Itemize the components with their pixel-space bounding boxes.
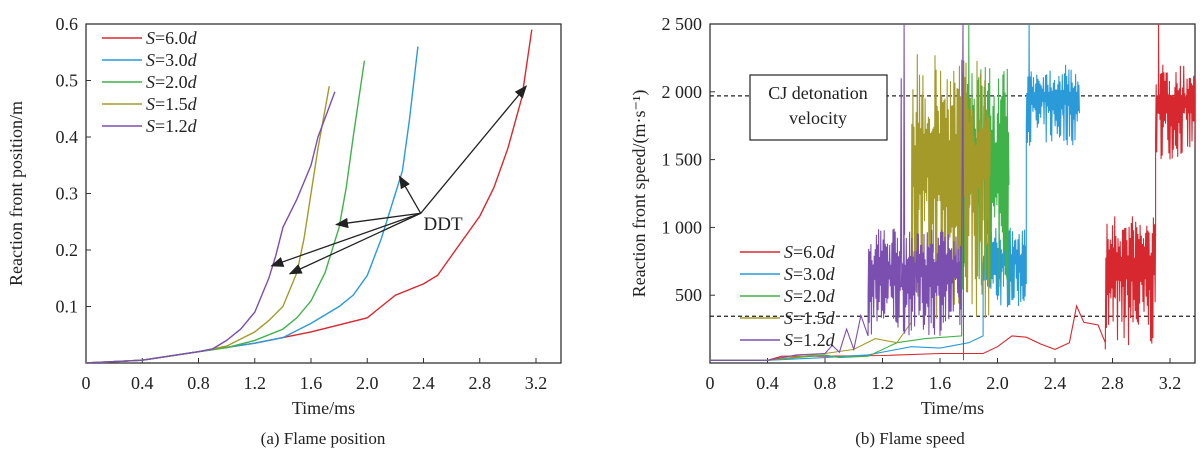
legend-label-value: =1.2	[793, 330, 826, 350]
chart-flame-speed: 0 0.4 0.8 1.2 1.6 2.0 2.4 2.8 3.2 500 1 000 1 500 2 …	[629, 14, 1196, 448]
legend-label-s: S	[784, 330, 793, 350]
y-tick-label: 1 500	[662, 150, 703, 170]
y-tick-label: 500	[675, 285, 702, 305]
x-tick-label: 0.4	[131, 373, 154, 393]
legend-label-d: d	[188, 94, 198, 114]
x-axis-label: Time/ms	[292, 398, 355, 418]
legend-label-d: d	[188, 116, 198, 136]
x-tick-label: 2.0	[986, 373, 1009, 393]
legend-label-value: =1.5	[793, 308, 826, 328]
chart-caption: (a) Flame position	[261, 429, 386, 448]
legend-label-d: d	[188, 50, 198, 70]
legend-label-s: S	[146, 94, 155, 114]
x-tick-label: 2.4	[412, 373, 435, 393]
y-tick-label: 0.4	[56, 127, 79, 147]
legend-label-value: =3.0	[793, 264, 826, 284]
legend-label-d: d	[826, 330, 836, 350]
legend-label-s: S	[146, 116, 155, 136]
legend-label-value: =1.5	[155, 94, 188, 114]
legend-label: S=3.0d	[784, 264, 836, 284]
legend-label: S=2.0d	[146, 72, 198, 92]
x-tick-label: 2.4	[1044, 373, 1067, 393]
legend-label: S=6.0d	[146, 28, 198, 48]
chart-flame-position: 0 0.4 0.8 1.2 1.6 2.0 2.4 2.8 3.2 0.1 0.2 0.3 0.4 0.5…	[6, 14, 562, 448]
ddt-annotation: DDT	[424, 214, 463, 235]
series-line-S-1-2d	[86, 91, 336, 363]
legend-label-s: S	[784, 286, 793, 306]
legend-label-value: =6.0	[155, 28, 188, 48]
legend-label: S=1.5d	[146, 94, 198, 114]
legend-label: S=1.2d	[146, 116, 198, 136]
x-tick-label: 3.2	[1159, 373, 1182, 393]
chart-caption: (b) Flame speed	[855, 429, 965, 448]
plot-frame	[709, 23, 1196, 364]
legend-label-s: S	[784, 308, 793, 328]
series-line-S-1-2d	[710, 24, 965, 361]
x-axis-label: Time/ms	[921, 398, 984, 418]
y-tick-label: 0.2	[56, 240, 79, 260]
legend-label: S=6.0d	[784, 242, 836, 262]
y-axis-label: Reaction front speed/(m·s⁻¹)	[629, 90, 650, 298]
legend-label-value: =6.0	[793, 242, 826, 262]
legend-label-s: S	[146, 28, 155, 48]
x-tick-label: 1.2	[871, 373, 894, 393]
legend-label-s: S	[146, 50, 155, 70]
x-tick-label: 2.8	[469, 373, 492, 393]
ddt-arrow	[420, 85, 527, 214]
x-tick-label: 3.2	[525, 373, 548, 393]
x-tick-label: 1.6	[929, 373, 952, 393]
y-tick-label: 2 500	[662, 14, 703, 34]
cj-label-line2: velocity	[789, 108, 847, 128]
x-tick-label: 0.4	[756, 373, 779, 393]
y-tick-label: 1 000	[662, 217, 703, 237]
y-tick-label: 0.1	[56, 297, 79, 317]
x-tick-label: 0.8	[187, 373, 210, 393]
x-tick-label: 1.6	[300, 373, 323, 393]
y-tick-label: 0.3	[56, 184, 79, 204]
ddt-arrow	[335, 212, 421, 229]
legend-label: S=1.5d	[784, 308, 836, 328]
x-tick-label: 1.2	[244, 373, 267, 393]
series-line-S-3-0d	[710, 24, 1080, 361]
ddt-arrow	[270, 212, 421, 267]
legend-label: S=3.0d	[146, 50, 198, 70]
ddt-arrow	[398, 175, 422, 214]
legend-label-value: =2.0	[155, 72, 188, 92]
legend-label-value: =2.0	[793, 286, 826, 306]
x-tick-label: 2.0	[356, 373, 379, 393]
y-tick-label: 2 000	[662, 82, 703, 102]
legend-label-d: d	[826, 308, 836, 328]
legend-label-value: =3.0	[155, 50, 188, 70]
legend-label-value: =1.2	[155, 116, 188, 136]
x-tick-label: 0	[706, 373, 715, 393]
series-line-S-6-0d	[710, 24, 1195, 361]
legend-label-d: d	[826, 286, 836, 306]
series-line-S-2-0d	[86, 60, 366, 363]
legend-label-s: S	[146, 72, 155, 92]
legend-label-d: d	[826, 264, 836, 284]
x-tick-label: 2.8	[1101, 373, 1124, 393]
x-tick-label: 0.8	[814, 373, 837, 393]
y-tick-label: 0.6	[56, 14, 79, 34]
ddt-arrow	[288, 212, 421, 275]
cj-label-line1: CJ detonation	[768, 83, 868, 103]
y-axis-label: Reaction front position/m	[6, 101, 26, 286]
legend-label-s: S	[784, 242, 793, 262]
legend-label-d: d	[188, 72, 198, 92]
y-tick-label: 0.5	[56, 71, 79, 91]
cj-label-box	[749, 74, 888, 141]
legend-label-s: S	[784, 264, 793, 284]
legend-label-d: d	[188, 28, 198, 48]
legend-label: S=2.0d	[784, 286, 836, 306]
legend-label: S=1.2d	[784, 330, 836, 350]
x-tick-label: 0	[82, 373, 91, 393]
legend-label-d: d	[826, 242, 836, 262]
